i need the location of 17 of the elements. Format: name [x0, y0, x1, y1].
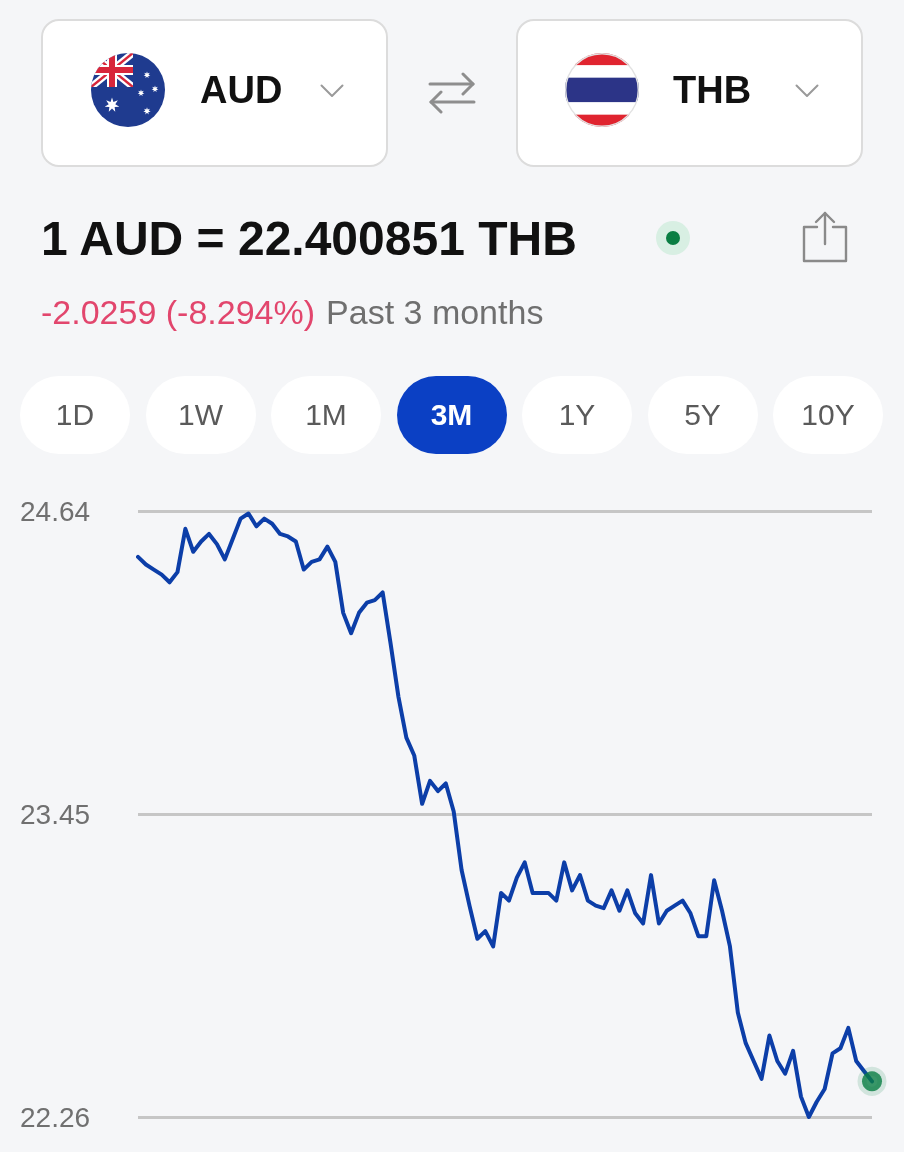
- range-button[interactable]: 1D: [20, 376, 130, 454]
- range-button[interactable]: 10Y: [773, 376, 883, 454]
- y-tick-label: 22.26: [20, 1101, 91, 1133]
- text: THB: [673, 68, 752, 112]
- text: -2.0259 (-8.294%): [41, 293, 316, 331]
- text: Past 3 months: [326, 293, 544, 331]
- y-tick-label: 24.64: [20, 495, 91, 527]
- range-button[interactable]: 3M: [396, 376, 507, 454]
- currency-selector[interactable]: [516, 19, 863, 167]
- range-button[interactable]: 5Y: [647, 376, 758, 454]
- chart-title: 1 AUD = 22.400851 THB: [41, 211, 577, 267]
- currency-selector[interactable]: [41, 19, 388, 167]
- range-button[interactable]: 1Y: [522, 376, 632, 454]
- range-button[interactable]: 1W: [145, 376, 256, 454]
- range-button[interactable]: 1M: [271, 376, 381, 454]
- text: AUD: [200, 68, 283, 112]
- y-tick-label: 23.45: [20, 798, 91, 830]
